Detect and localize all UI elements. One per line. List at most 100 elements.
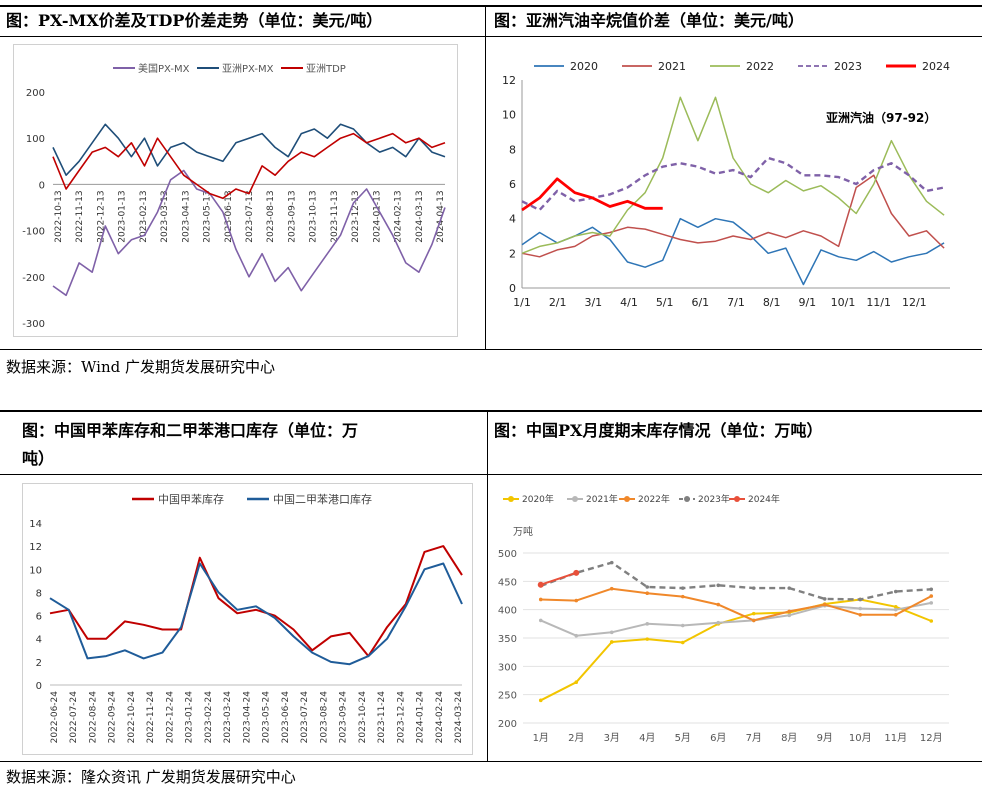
px-mx-spread-chart: -300 -200 -100 0 100 200 2022-10-13 2022-11-13 2… — [13, 44, 458, 337]
data-point — [574, 598, 579, 603]
y-tick-label: 10 — [29, 565, 42, 576]
y-tick-label: -300 — [22, 319, 45, 330]
x-tick-label: 2022-07-24 — [69, 691, 79, 744]
data-point — [645, 637, 650, 641]
legend-marker — [734, 496, 740, 502]
data-point — [787, 609, 792, 614]
series-line-2024 — [540, 571, 577, 586]
x-tick-label: 4月 — [639, 732, 655, 744]
x-tick-label: 2023-09-24 — [339, 691, 349, 744]
data-point — [893, 612, 898, 617]
data-point — [893, 607, 898, 612]
x-tick-label: 2022-10-24 — [127, 691, 137, 744]
chart-annotation: 亚洲汽油（97-92） — [826, 110, 936, 125]
x-tick-label: 9月 — [817, 732, 833, 744]
x-tick-label: 2023-10-24 — [358, 691, 368, 744]
legend-label: 2021 — [658, 60, 686, 73]
bottom-bottom-border — [0, 761, 982, 762]
data-point — [574, 633, 579, 638]
x-tick-label: 1月 — [533, 732, 549, 744]
x-tick-label: 2023-08-24 — [319, 691, 329, 744]
series-line-2021 — [540, 601, 932, 637]
y-tick-label: -100 — [22, 227, 45, 238]
y-tick-label: 450 — [498, 577, 517, 588]
data-point — [537, 581, 544, 588]
x-tick-label: 2023-06-13 — [224, 190, 234, 242]
x-tick-label: 2023-01-24 — [185, 691, 195, 744]
y-tick-label: 2 — [36, 658, 42, 669]
y-tick-label: 300 — [498, 662, 517, 673]
y-tick-label: 0 — [39, 180, 45, 191]
x-tick-label: 2023-01-13 — [118, 190, 128, 242]
data-point — [929, 594, 934, 598]
data-point — [751, 618, 756, 623]
y-tick-label: 4 — [509, 213, 516, 226]
x-tick-label: 2024-03-24 — [454, 691, 464, 744]
data-point — [893, 589, 898, 594]
x-tick-label: 10/1 — [831, 296, 856, 309]
x-tick-label: 11/1 — [866, 296, 891, 309]
x-tick-label: 7/1 — [727, 296, 745, 309]
data-point — [858, 606, 863, 611]
x-tick-label: 2023-10-13 — [309, 190, 319, 242]
x-tick-label: 2022-11-24 — [146, 691, 156, 744]
data-point — [645, 622, 650, 626]
px-inventory-chart: 200 250 300 350 400 450 500 万吨 1月 2月 3月 4月 5月 6月 7月 8月 9… — [498, 493, 949, 744]
y-tick-label: 100 — [26, 134, 45, 145]
data-point — [609, 586, 614, 591]
legend-label: 2022年 — [638, 493, 670, 505]
data-point — [609, 640, 614, 644]
data-point — [822, 602, 827, 607]
x-tick-label: 2022-11-13 — [75, 190, 85, 242]
y-tick-label: 8 — [509, 143, 516, 156]
y-tick-label: 10 — [502, 109, 516, 122]
data-point — [645, 585, 650, 589]
x-tick-label: 9/1 — [798, 296, 816, 309]
data-point — [787, 586, 792, 590]
x-tick-label: 2024-02-13 — [394, 190, 404, 242]
x-tick-label: 2024-02-24 — [435, 691, 445, 744]
legend-label: 2023年 — [698, 493, 730, 505]
legend-marker — [508, 496, 514, 502]
legend-marker — [684, 496, 690, 502]
x-tick-label: 2023-09-13 — [287, 190, 297, 242]
octane-spread-chart: 0 2 4 6 8 10 12 1/1 2/1 3/1 4/1 5/1 6/1 7/1 8/1 9/1 10/1… — [502, 60, 950, 309]
data-point — [680, 594, 685, 599]
x-tick-label: 4/1 — [620, 296, 638, 309]
x-tick-label: 3月 — [604, 732, 620, 744]
x-tick-label: 2022-10-13 — [54, 190, 64, 242]
x-tick-label: 2022-08-24 — [88, 691, 98, 744]
y-tick-label: 0 — [509, 282, 516, 295]
data-point — [538, 618, 543, 623]
x-tick-label: 2024-03-13 — [415, 190, 425, 242]
legend-label: 亚洲TDP — [306, 63, 346, 75]
y-tick-label: 14 — [29, 519, 42, 530]
series-line-2020 — [521, 217, 945, 286]
y-tick-label: 12 — [502, 74, 516, 87]
series-line-2021 — [521, 174, 945, 258]
data-point — [929, 601, 934, 605]
x-tick-label: 5/1 — [656, 296, 674, 309]
top-border — [0, 5, 982, 7]
y-tick-label: 0 — [36, 681, 42, 692]
source-note-top: 数据来源：Wind 广发期货发展研究中心 — [6, 358, 275, 376]
legend-label: 2020 — [570, 60, 598, 73]
x-tick-label: 2/1 — [549, 296, 567, 309]
toluene-panel-title-line1: 图：中国甲苯库存和二甲苯港口库存（单位：万 — [22, 421, 359, 440]
data-point — [716, 602, 721, 607]
x-tick-label: 8月 — [781, 732, 797, 744]
y-tick-label: 12 — [29, 542, 42, 553]
x-tick-label: 2023-11-24 — [377, 691, 387, 744]
legend-marker — [624, 496, 630, 502]
data-point — [751, 586, 756, 590]
data-point — [538, 698, 543, 703]
series-line-px-mx — [52, 123, 446, 176]
data-point — [787, 613, 792, 618]
data-point — [680, 623, 685, 628]
bottom-column-divider — [487, 411, 488, 762]
data-point — [716, 620, 721, 625]
legend-label: 亚洲PX-MX — [222, 63, 274, 75]
top-bottom-border — [0, 349, 982, 350]
legend-marker — [572, 496, 578, 502]
y-tick-label: 200 — [26, 88, 45, 99]
